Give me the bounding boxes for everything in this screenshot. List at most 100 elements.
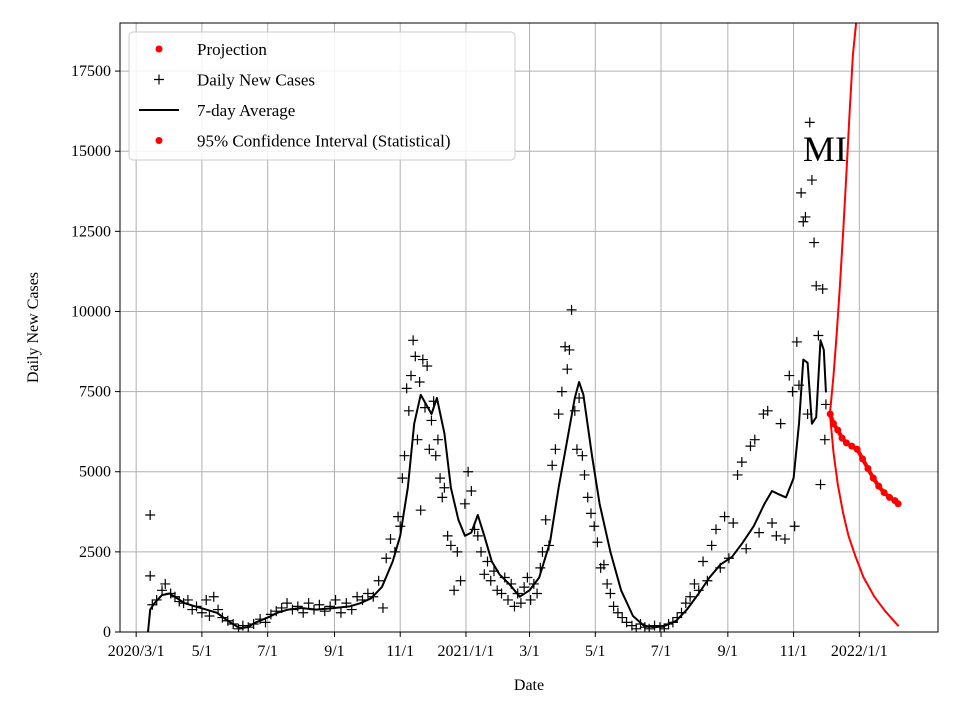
daily-case-point: [798, 216, 809, 227]
projection-point: [826, 410, 834, 418]
daily-case-point: [819, 434, 830, 445]
daily-case-point: [804, 117, 815, 128]
95-confidence-interval-upper-line: [829, 23, 858, 412]
y-tick-label: 7500: [79, 384, 111, 401]
daily-case-point: [362, 588, 373, 599]
projection-point: [894, 500, 902, 508]
daily-case-point: [767, 518, 778, 529]
daily-case-point: [422, 360, 433, 371]
x-tick-label: 11/1: [386, 643, 414, 660]
daily-case-point: [412, 434, 423, 445]
95-confidence-interval-lower-line: [829, 416, 900, 627]
daily-case-point: [472, 530, 483, 541]
daily-case-point: [319, 606, 330, 617]
daily-case-point: [401, 383, 412, 394]
daily-case-point: [547, 460, 558, 471]
daily-case-point: [466, 485, 477, 496]
plot-area: [145, 23, 902, 632]
daily-case-point: [685, 591, 696, 602]
daily-case-point: [385, 534, 396, 545]
daily-case-point: [430, 450, 441, 461]
daily-case-point: [732, 469, 743, 480]
daily-case-point: [381, 553, 392, 564]
projection-point: [842, 439, 850, 447]
axes-frame: [119, 22, 939, 633]
daily-case-point: [815, 479, 826, 490]
daily-case-point: [553, 409, 564, 420]
daily-case-point: [598, 559, 609, 570]
projection-point: [834, 426, 842, 434]
daily-case-point: [577, 450, 588, 461]
projection-point: [886, 493, 894, 501]
legend-plus-marker: [154, 74, 164, 85]
daily-case-point: [449, 585, 460, 596]
daily-case-point: [204, 610, 215, 621]
daily-case-point: [612, 607, 623, 618]
daily-case-point: [452, 546, 463, 557]
daily-case-point: [579, 469, 590, 480]
daily-case-point: [145, 570, 156, 581]
legend-label: Daily New Cases: [197, 71, 315, 90]
daily-case-point: [282, 598, 293, 609]
daily-case-point: [145, 510, 156, 521]
daily-case-point: [820, 399, 831, 410]
daily-case-point: [426, 415, 437, 426]
daily-case-point: [649, 620, 660, 631]
daily-case-point: [680, 598, 691, 609]
daily-case-point: [393, 511, 404, 522]
daily-case-point: [410, 351, 421, 362]
x-tick-label: 11/1: [780, 643, 808, 660]
daily-case-point: [439, 482, 450, 493]
daily-case-point: [160, 578, 171, 589]
daily-case-point: [157, 585, 168, 596]
x-tick-label: 2021/1/1: [438, 643, 495, 660]
daily-case-point: [540, 514, 551, 525]
x-axis-label: Date: [514, 677, 544, 694]
legend-label: 7-day Average: [197, 101, 295, 120]
x-tick-label: 5/1: [192, 643, 212, 660]
daily-case-point: [582, 492, 593, 503]
daily-case-point: [745, 441, 756, 452]
daily-case-point: [719, 511, 730, 522]
daily-case-point: [585, 508, 596, 519]
daily-case-point: [550, 444, 561, 455]
daily-case-point: [463, 466, 474, 477]
y-axis-label: Daily New Cases: [25, 272, 42, 383]
daily-case-point: [562, 364, 573, 375]
plot-marks: [145, 23, 902, 632]
daily-case-point: [621, 617, 632, 628]
daily-case-point: [509, 601, 520, 612]
daily-case-point: [566, 304, 577, 315]
daily-case-point: [435, 473, 446, 484]
legend: Projection Daily New Cases 7-day Average 95…: [128, 31, 516, 161]
daily-case-point: [201, 594, 212, 605]
daily-case-point: [424, 444, 435, 455]
x-tick-label: 7/1: [257, 643, 277, 660]
daily-case-point: [479, 569, 490, 580]
daily-case-point: [437, 492, 448, 503]
x-tick-label: 9/1: [324, 643, 344, 660]
daily-case-point: [817, 284, 828, 295]
daily-case-point: [532, 588, 543, 599]
y-tick-label: 2500: [79, 544, 111, 561]
daily-case-point: [754, 527, 765, 538]
daily-case-point: [335, 607, 346, 618]
x-tick-label: 5/1: [585, 643, 605, 660]
daily-case-point: [689, 578, 700, 589]
projection-point: [875, 482, 883, 490]
y-tick-label: 0: [103, 624, 111, 641]
daily-case-point: [787, 386, 798, 397]
y-tick-label: 5000: [79, 464, 111, 481]
legend-label: Projection: [197, 40, 267, 59]
daily-case-point: [237, 620, 248, 631]
daily-case-point: [631, 623, 642, 632]
daily-case-point: [314, 599, 325, 610]
daily-case-point: [749, 434, 760, 445]
daily-case-point: [445, 540, 456, 551]
daily-case-point: [459, 498, 470, 509]
projection-point: [853, 445, 861, 453]
daily-case-point: [496, 588, 507, 599]
projection-point: [859, 455, 867, 463]
daily-case-point: [476, 546, 487, 557]
